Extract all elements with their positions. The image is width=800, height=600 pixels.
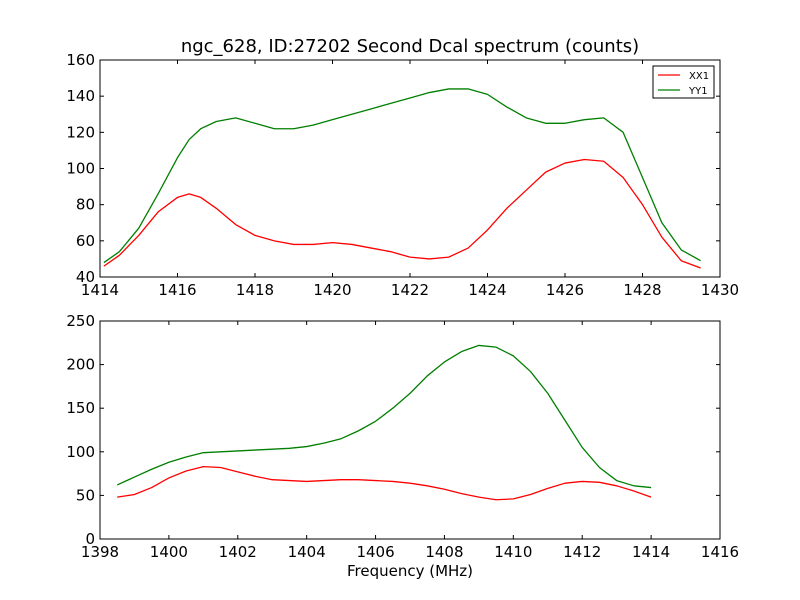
series-line-xx1-top [103, 158, 701, 269]
x-tick-label: 1416 [158, 281, 196, 299]
y-tick-label: 100 [66, 160, 95, 178]
series-line-series-2-bottom [116, 344, 652, 489]
y-tick-label: 100 [66, 443, 95, 461]
x-tick-label: 1398 [81, 543, 119, 561]
y-tick-label: 60 [76, 232, 95, 250]
chart-title: ngc_628, ID:27202 Second Dcal spectrum (… [181, 36, 639, 57]
top-panel: 1414 1416 1418 1420 1422 1424 1426 1428 1430 40 60… [66, 51, 739, 299]
x-axis-label: Frequency (MHz) [347, 562, 473, 580]
x-tick-label: 1424 [468, 281, 506, 299]
x-tick-label: 1406 [356, 543, 394, 561]
x-tick-label: 1400 [150, 543, 188, 561]
x-tick-label: 1416 [701, 543, 739, 561]
x-tick-label: 1414 [632, 543, 670, 561]
x-tick-label: 1412 [563, 543, 601, 561]
x-tick-label: 1404 [288, 543, 326, 561]
bottom-panel: 1398 1400 1402 1404 1406 1408 1410 1412 1414 1416… [66, 312, 739, 561]
x-tick-label: 1402 [219, 543, 257, 561]
series-line-yy1-top [103, 88, 701, 264]
y-tick-label: 150 [66, 399, 95, 417]
legend-label-xx1: XX1 [689, 71, 709, 82]
y-tick-label: 200 [66, 356, 95, 374]
axes-frame-bottom [99, 320, 721, 540]
x-tick-label: 1418 [236, 281, 274, 299]
y-tick-label: 80 [76, 196, 95, 214]
x-tick-label: 1408 [425, 543, 463, 561]
y-tick-label: 160 [66, 51, 95, 69]
y-tick-label: 40 [76, 268, 95, 286]
x-tick-label: 1410 [494, 543, 532, 561]
y-tick-label: 120 [66, 123, 95, 141]
x-tick-label: 1426 [546, 281, 584, 299]
x-tick-label: 1428 [623, 281, 661, 299]
x-tick-label: 1430 [701, 281, 739, 299]
y-tick-label: 250 [66, 312, 95, 330]
y-tick-label: 50 [76, 486, 95, 504]
legend-box [652, 65, 715, 99]
y-tick-label: 140 [66, 87, 95, 105]
x-tick-label: 1420 [313, 281, 351, 299]
legend-label-yy1: YY1 [688, 86, 708, 97]
series-line-series-1-bottom [117, 465, 652, 501]
y-tick-label: 0 [85, 530, 95, 548]
x-tick-label: 1422 [391, 281, 429, 299]
x-tick-label: 1414 [81, 281, 119, 299]
